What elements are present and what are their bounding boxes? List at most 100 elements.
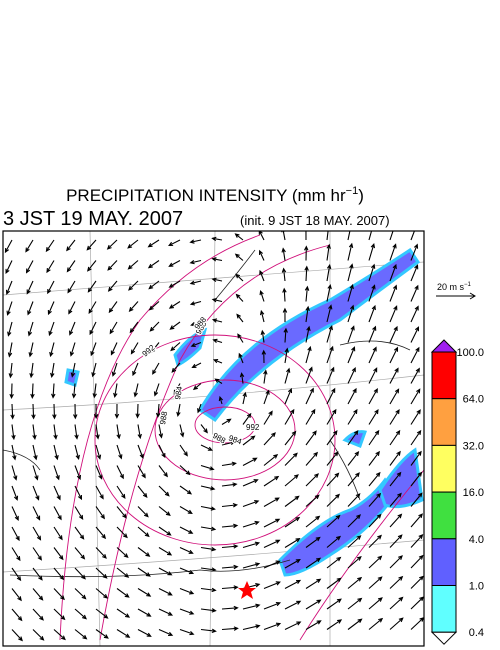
wind-arrow [242,541,261,549]
wind-arrow [326,619,343,630]
wind-arrow [347,429,359,446]
wind-arrow [389,450,401,466]
wind-arrow [169,321,181,330]
wind-arrow [221,482,238,487]
wind-arrow [326,430,338,446]
wind-arrow [137,424,142,440]
wind-arrow [47,301,55,316]
wind-arrow [389,346,399,364]
wind-arrow [147,260,160,269]
wind-arrow [179,444,188,457]
wind-arrow [347,263,354,282]
wind-arrow [148,280,160,290]
wind-arrow [235,273,244,282]
wind-arrow [176,403,181,417]
wind-arrow [11,485,19,501]
wind-arrow [116,588,130,598]
wind-arrow [347,451,360,466]
wind-arrow [259,269,265,282]
wind-arrow [190,321,202,327]
wind-arrow [389,492,402,507]
wind-arrow [305,599,322,610]
wind-arrow [221,626,239,631]
colorbar-bottom-triangle [430,631,458,645]
wind-arrow [368,388,378,405]
wind-arrow [242,562,261,569]
wind-arrow [11,444,17,461]
wind-arrow [238,352,244,364]
wind-arrow [263,389,270,405]
colorbar-label: 16.0 [463,487,484,499]
wind-arrow [347,493,361,507]
wind-arrow [263,410,273,425]
wind-arrow [10,403,15,420]
wind-arrow [66,239,76,252]
wind-arrow [347,514,362,528]
wind-arrow [263,602,282,610]
wind-arrow [48,321,55,337]
wind-arrow [305,387,314,405]
wind-arrow [284,347,289,364]
wind-arrow [168,280,181,288]
wind-arrow [326,535,342,548]
wind-arrow [11,608,23,622]
wind-arrow [389,243,397,261]
wind-arrow [305,408,316,425]
wind-arrow [95,629,109,639]
wind-arrow [132,362,139,377]
wind-arrow [74,526,85,540]
wind-arrow [347,597,363,610]
wind-arrow [410,305,419,323]
wind-arrow [52,403,57,420]
contour-label: 988 [211,431,228,446]
wind-arrow [116,608,131,618]
wind-arrow [389,513,403,528]
wind-arrow [284,495,300,507]
wind-arrow [32,506,41,521]
wind-arrow [158,506,171,516]
wind-arrow [284,600,302,610]
wind-arrow [4,239,13,254]
colorbar-segment [431,444,457,493]
wind-arrow [347,472,360,487]
wind-arrow [326,366,335,384]
wind-arrow [53,608,66,621]
wind-arrow [212,338,223,344]
wind-arrow [221,564,239,570]
wind-arrow [53,526,63,541]
wind-arrow [74,567,86,580]
wind-arrow [284,579,302,589]
wind-arrow [200,424,208,434]
wind-arrow [158,465,168,478]
wind-arrow [108,301,118,314]
wind-arrow [221,418,232,425]
wind-arrow [189,239,202,244]
wind-arrow [368,617,384,630]
wind-arrow [368,346,377,364]
wind-arrow [368,513,382,528]
wind-arrow [263,497,280,507]
wind-arrow [158,444,166,459]
wind-arrow [326,243,331,261]
wind-arrow [74,547,86,560]
wind-arrow [179,485,193,495]
wind-arrow [368,429,380,446]
wind-arrow [53,424,58,440]
colorbar-label: 64.0 [463,394,484,406]
wind-arrow [189,300,202,306]
wind-arrow [305,620,322,630]
wind-arrow [95,547,107,559]
wind-arrow [282,287,287,302]
wind-arrow [368,231,373,241]
wind-arrow [127,239,139,249]
wind-arrow [389,471,402,487]
wind-arrow [242,603,261,610]
wind-arrow [11,526,20,542]
wind-arrow [410,326,420,343]
wind-arrow [200,444,213,451]
wind-arrow [53,629,66,641]
wind-arrow [347,366,356,384]
wind-arrow [74,506,84,520]
